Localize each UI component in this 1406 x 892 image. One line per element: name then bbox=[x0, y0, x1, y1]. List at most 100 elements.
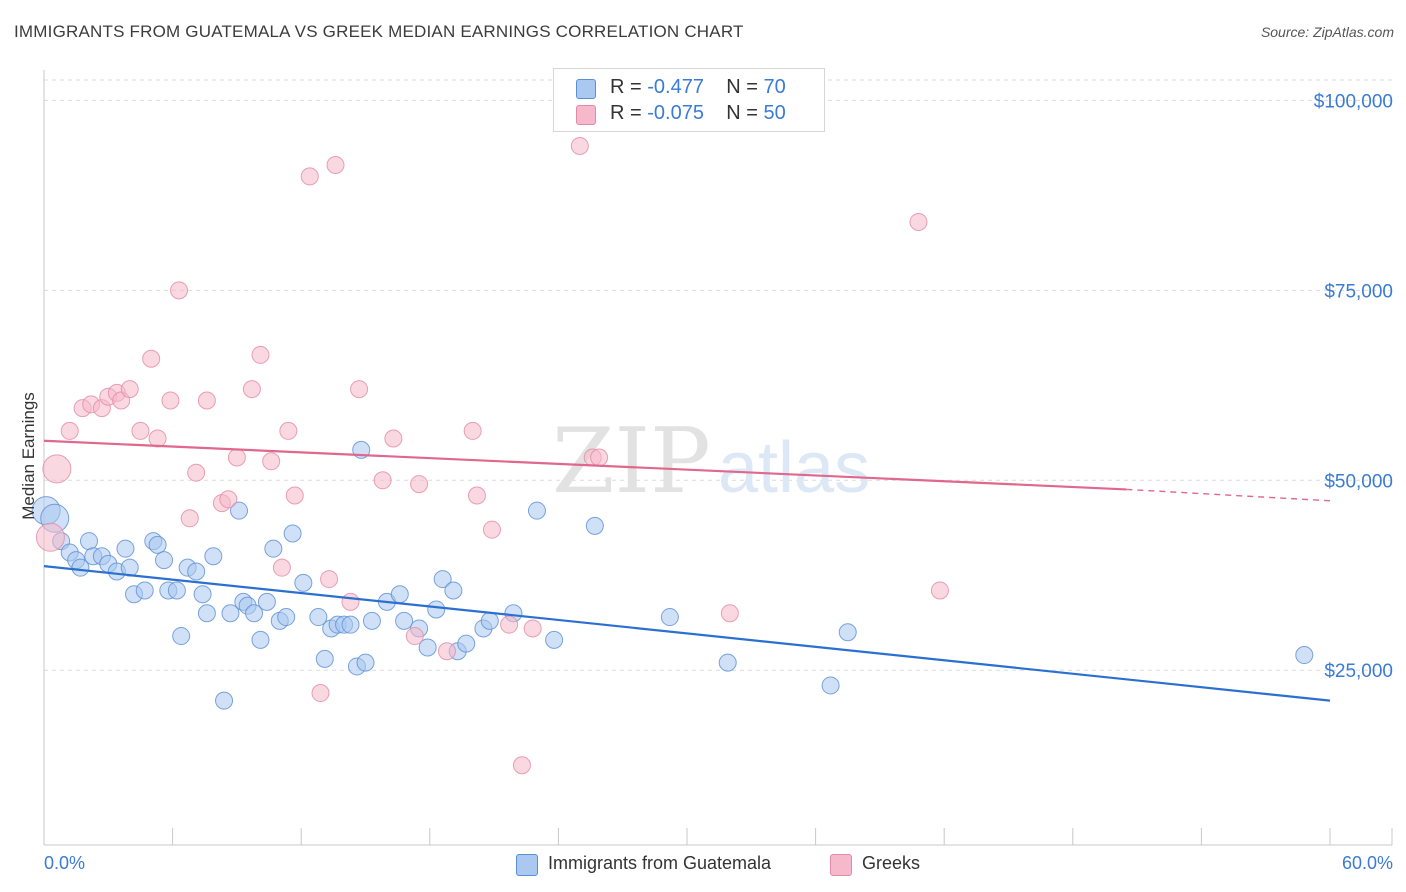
guatemala-point bbox=[660, 608, 679, 627]
greeks-point bbox=[373, 471, 392, 490]
y-tick-label: $25,000 bbox=[1324, 661, 1393, 682]
greeks-point bbox=[187, 463, 206, 482]
legend-label-greeks: Greeks bbox=[862, 853, 921, 873]
guatemala-point bbox=[341, 615, 360, 634]
chart-title: IMMIGRANTS FROM GUATEMALA VS GREEK MEDIA… bbox=[14, 22, 744, 41]
greeks-point bbox=[35, 522, 65, 552]
greeks-point bbox=[219, 490, 238, 509]
guatemala-point bbox=[457, 634, 476, 653]
legend-r-label: R = bbox=[610, 102, 642, 124]
labels-layer: $100,000 $75,000 $50,000 $25,000 0.0% 60.0% bbox=[44, 91, 1393, 873]
greeks-point bbox=[42, 454, 72, 484]
greeks-point bbox=[482, 520, 501, 539]
watermark-zip: ZIP bbox=[552, 409, 711, 514]
greeks-point bbox=[405, 627, 424, 646]
greeks-point bbox=[142, 349, 161, 368]
greeks-point bbox=[227, 448, 246, 467]
guatemala-point bbox=[545, 630, 564, 649]
points-layer bbox=[31, 136, 1314, 775]
greeks-point bbox=[590, 448, 609, 467]
guatemala-point bbox=[395, 611, 414, 630]
y-axis-label: Median Earnings bbox=[19, 392, 38, 520]
guatemala-point bbox=[309, 608, 328, 627]
trend-layer bbox=[43, 439, 1331, 702]
greeks-point bbox=[326, 155, 345, 174]
y-tick-label: $50,000 bbox=[1324, 471, 1393, 492]
y-tick-label: $75,000 bbox=[1324, 281, 1393, 302]
guatemala-point bbox=[245, 604, 264, 623]
guatemala-point bbox=[172, 627, 191, 646]
greeks-point bbox=[251, 345, 270, 364]
watermark: ZIP atlas bbox=[552, 409, 870, 514]
greeks-point bbox=[437, 642, 456, 661]
guatemala-point bbox=[204, 547, 223, 566]
watermark-atlas: atlas bbox=[718, 428, 870, 508]
legend-swatch-guatemala bbox=[576, 79, 596, 99]
source-label: Source: ZipAtlas.com bbox=[1260, 24, 1394, 40]
greeks-point bbox=[272, 558, 291, 577]
guatemala-point bbox=[362, 611, 381, 630]
guatemala-point bbox=[585, 516, 604, 535]
greeks-point bbox=[300, 167, 319, 186]
greeks-point bbox=[285, 486, 304, 505]
legend-r-value: -0.075 bbox=[647, 102, 704, 124]
greeks-point bbox=[523, 619, 542, 638]
guatemala-point bbox=[167, 581, 186, 600]
greeks-point bbox=[320, 570, 339, 589]
guatemala-point bbox=[116, 539, 135, 558]
guatemala-point bbox=[315, 649, 334, 668]
greeks-point bbox=[197, 391, 216, 410]
greeks-point bbox=[148, 429, 167, 448]
greeks-point bbox=[279, 421, 298, 440]
greeks-point bbox=[170, 281, 189, 300]
greeks-point bbox=[120, 380, 139, 399]
x-tick-label: 0.0% bbox=[44, 853, 85, 873]
grid-layer bbox=[44, 79, 1392, 671]
guatemala-point bbox=[294, 573, 313, 592]
greeks-point bbox=[512, 756, 531, 775]
guatemala-point bbox=[444, 581, 463, 600]
greeks-point bbox=[463, 421, 482, 440]
guatemala-point bbox=[230, 501, 249, 520]
guatemala-point bbox=[821, 676, 840, 695]
guatemala-point bbox=[527, 501, 546, 520]
greeks-point bbox=[242, 380, 261, 399]
guatemala-point bbox=[197, 604, 216, 623]
greeks-point bbox=[909, 212, 928, 231]
guatemala-point bbox=[148, 535, 167, 554]
greeks-point bbox=[180, 509, 199, 528]
stats-legend: R = -0.477 N = 70 R = -0.075 N = 50 bbox=[553, 68, 825, 132]
legend-swatch-guatemala bbox=[516, 854, 538, 876]
greeks-point bbox=[131, 421, 150, 440]
guatemala-point bbox=[155, 551, 174, 570]
greeks-point bbox=[410, 475, 429, 494]
legend-swatch-greeks bbox=[830, 854, 852, 876]
legend-n-value: 50 bbox=[763, 102, 786, 124]
greeks-point bbox=[262, 452, 281, 471]
legend-n-label: N = bbox=[726, 76, 758, 98]
greeks-point bbox=[341, 592, 360, 611]
y-tick-label: $100,000 bbox=[1314, 91, 1393, 112]
guatemala-point bbox=[356, 653, 375, 672]
legend-r-label: R = bbox=[610, 76, 642, 98]
guatemala-point bbox=[264, 539, 283, 558]
x-tick-label: 60.0% bbox=[1342, 853, 1393, 873]
greeks-point bbox=[500, 615, 519, 634]
guatemala-point bbox=[838, 623, 857, 642]
greeks-point bbox=[311, 684, 330, 703]
legend-n-value: 70 bbox=[763, 76, 786, 98]
guatemala-point bbox=[135, 581, 154, 600]
legend-label-guatemala: Immigrants from Guatemala bbox=[548, 853, 772, 873]
guatemala-point bbox=[427, 600, 446, 619]
greeks-point bbox=[720, 604, 739, 623]
guatemala-point bbox=[71, 558, 90, 577]
guatemala-point bbox=[221, 604, 240, 623]
greeks-point bbox=[60, 421, 79, 440]
greeks-point bbox=[350, 380, 369, 399]
guatemala-point bbox=[480, 611, 499, 630]
guatemala-point bbox=[215, 691, 234, 710]
greeks-point bbox=[384, 429, 403, 448]
guatemala-point bbox=[277, 608, 296, 627]
guatemala-point bbox=[390, 585, 409, 604]
legend-r-value: -0.477 bbox=[647, 76, 704, 98]
